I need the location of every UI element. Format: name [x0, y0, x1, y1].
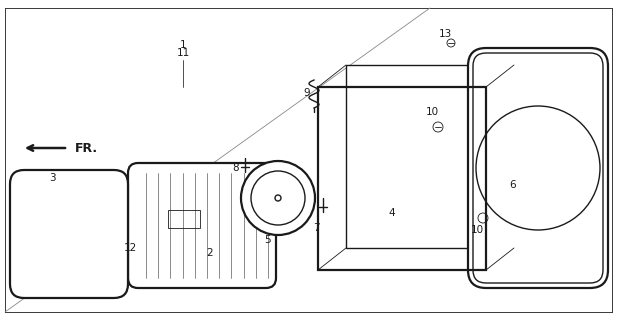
Circle shape — [241, 161, 315, 235]
Text: FR.: FR. — [75, 141, 98, 155]
Text: 13: 13 — [438, 29, 452, 39]
Text: 8: 8 — [233, 163, 239, 173]
Text: 10: 10 — [470, 225, 484, 235]
FancyBboxPatch shape — [128, 163, 276, 288]
Text: 7: 7 — [313, 223, 320, 233]
Text: 12: 12 — [123, 243, 136, 253]
Bar — [346, 65, 514, 248]
Bar — [168, 210, 200, 228]
Text: 9: 9 — [304, 88, 310, 98]
Text: 10: 10 — [426, 107, 439, 117]
Text: 4: 4 — [389, 208, 395, 218]
FancyBboxPatch shape — [468, 48, 608, 288]
Text: 3: 3 — [49, 173, 56, 183]
Text: 1: 1 — [180, 40, 186, 50]
FancyBboxPatch shape — [10, 170, 128, 298]
Text: 5: 5 — [265, 235, 271, 245]
Bar — [318, 87, 486, 270]
Text: 2: 2 — [207, 248, 213, 258]
Text: 11: 11 — [176, 48, 189, 58]
Text: 6: 6 — [510, 180, 516, 190]
